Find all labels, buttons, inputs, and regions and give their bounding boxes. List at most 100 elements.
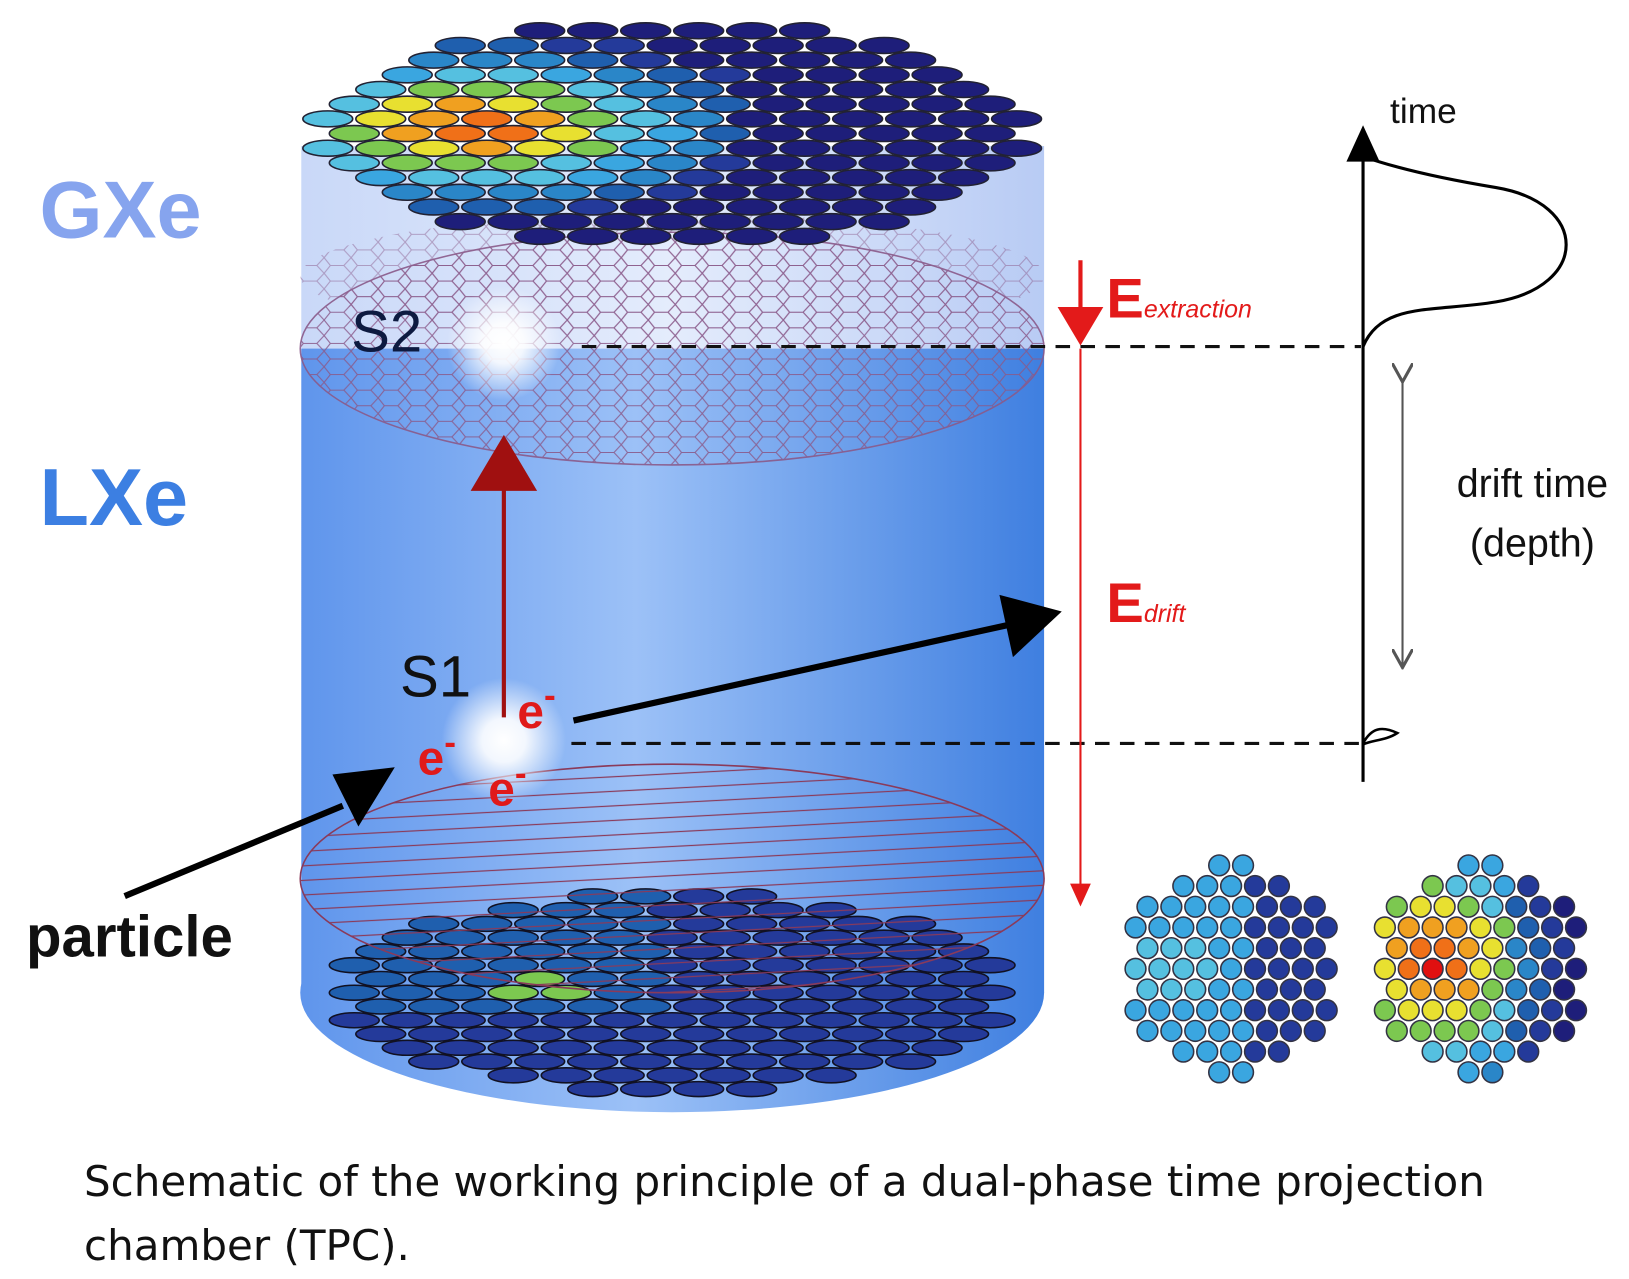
pmt — [382, 985, 432, 1000]
pmt — [1398, 917, 1419, 938]
pmt — [806, 1068, 856, 1083]
pmt — [727, 1054, 777, 1069]
pmt — [1494, 1041, 1515, 1062]
pmt — [1422, 876, 1443, 897]
pmt — [568, 228, 618, 244]
pmt — [674, 23, 724, 39]
pmt — [1185, 979, 1206, 1000]
pmt — [462, 1054, 512, 1069]
pmt — [1446, 876, 1467, 897]
pmt — [1458, 1062, 1479, 1083]
pmt — [356, 82, 406, 98]
pmt — [541, 67, 591, 83]
pmt — [1149, 958, 1170, 979]
drift-field-label: Edrift — [1106, 571, 1186, 634]
pmt — [488, 214, 538, 230]
pmt — [462, 111, 512, 127]
pmt — [1374, 917, 1395, 938]
pmt — [621, 999, 671, 1014]
pmt — [1398, 1000, 1419, 1021]
pmt — [382, 1040, 432, 1055]
s2-glow — [447, 286, 561, 400]
pmt — [939, 999, 989, 1014]
pmt — [674, 82, 724, 98]
pmt — [1316, 917, 1337, 938]
pmt — [488, 37, 538, 53]
pmt — [1446, 1000, 1467, 1021]
pmt — [462, 140, 512, 156]
pmt — [1434, 979, 1455, 1000]
pmt — [806, 126, 856, 142]
pmt — [568, 140, 618, 156]
pmt — [1386, 979, 1407, 1000]
pmt — [382, 126, 432, 142]
pmt — [1410, 938, 1431, 959]
pmt — [700, 184, 750, 200]
pmt — [1197, 958, 1218, 979]
pmt — [515, 999, 565, 1014]
pmt — [939, 140, 989, 156]
pmt — [727, 82, 777, 98]
pmt — [1233, 855, 1254, 876]
pmt — [1125, 958, 1146, 979]
pmt — [886, 52, 936, 68]
pmt — [488, 96, 538, 112]
pmt — [462, 52, 512, 68]
pmt — [409, 111, 459, 127]
pmt — [1292, 958, 1313, 979]
pmt — [1566, 958, 1587, 979]
pmt — [435, 985, 485, 1000]
pmt — [992, 140, 1042, 156]
pmt — [965, 126, 1015, 142]
pmt — [1506, 896, 1527, 917]
pmt — [1470, 1041, 1491, 1062]
pmt — [1494, 876, 1515, 897]
pmt — [515, 199, 565, 215]
pmt — [1269, 917, 1290, 938]
pmt — [1434, 896, 1455, 917]
pmt — [1304, 938, 1325, 959]
pmt — [1446, 917, 1467, 938]
field-symbol: E — [1106, 571, 1143, 634]
pmt — [409, 1027, 459, 1042]
pmt — [700, 126, 750, 142]
pmt — [1482, 938, 1503, 959]
liquid-label: LXe — [39, 453, 188, 543]
pmt — [806, 37, 856, 53]
pmt — [939, 1027, 989, 1042]
pmt — [1398, 958, 1419, 979]
pmt — [886, 1027, 936, 1042]
pmt — [356, 140, 406, 156]
pmt — [674, 1082, 724, 1097]
pmt — [833, 199, 883, 215]
pmt — [541, 214, 591, 230]
electron-symbol: e — [418, 733, 445, 786]
pmt — [488, 985, 538, 1000]
pmt — [700, 1013, 750, 1028]
pmt — [462, 170, 512, 186]
pmt — [1506, 979, 1527, 1000]
pmt — [1434, 938, 1455, 959]
pmt — [382, 1013, 432, 1028]
pmt — [356, 999, 406, 1014]
pmt — [409, 1054, 459, 1069]
pmt — [409, 199, 459, 215]
s1-pulse — [1363, 729, 1397, 744]
pmt — [435, 155, 485, 171]
pmt — [435, 214, 485, 230]
pmt — [833, 1027, 883, 1042]
pmt — [515, 111, 565, 127]
pmt — [356, 170, 406, 186]
pmt — [1316, 958, 1337, 979]
pmt — [674, 111, 724, 127]
pmt — [833, 999, 883, 1014]
pmt — [594, 96, 644, 112]
pmt — [700, 67, 750, 83]
pmt — [859, 1013, 909, 1028]
pmt — [1185, 896, 1206, 917]
pmt — [859, 96, 909, 112]
pmt — [859, 1040, 909, 1055]
pmt — [806, 67, 856, 83]
pmt — [1530, 1021, 1551, 1042]
pmt — [488, 184, 538, 200]
